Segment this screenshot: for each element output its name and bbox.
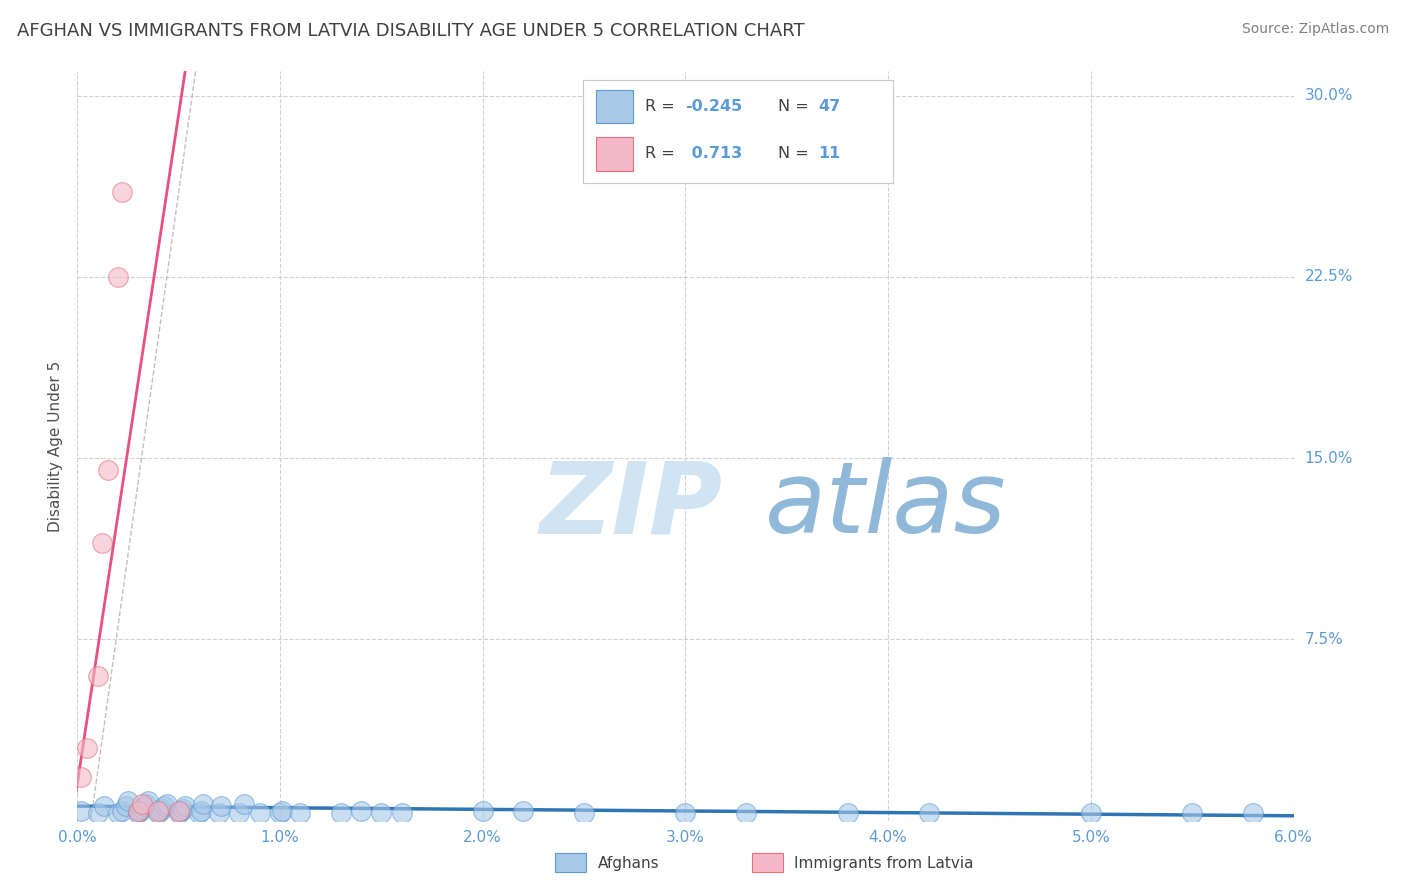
Point <box>471 804 494 818</box>
Point <box>76 741 98 756</box>
Point <box>70 804 93 818</box>
Point <box>209 799 232 814</box>
Point <box>129 804 152 818</box>
Point <box>370 806 392 821</box>
Point <box>86 668 108 682</box>
Point <box>155 797 177 811</box>
Text: 47: 47 <box>818 99 841 114</box>
Point <box>350 804 373 818</box>
Point <box>191 797 214 811</box>
Text: N =: N = <box>779 99 814 114</box>
Point <box>111 804 134 818</box>
Point <box>170 804 193 818</box>
Point <box>131 797 153 811</box>
Point <box>127 804 149 818</box>
Bar <box>596 136 633 170</box>
Point <box>1181 806 1204 821</box>
Point <box>97 463 120 477</box>
Point <box>70 770 93 784</box>
Point <box>117 794 139 808</box>
Bar <box>596 89 633 123</box>
Text: atlas: atlas <box>765 458 1007 555</box>
Point <box>675 806 697 821</box>
Point <box>735 806 758 821</box>
Point <box>173 799 195 814</box>
Point <box>167 804 190 818</box>
Point <box>271 804 294 818</box>
Text: Immigrants from Latvia: Immigrants from Latvia <box>794 856 974 871</box>
Text: 0.713: 0.713 <box>686 146 742 161</box>
Point <box>329 806 352 821</box>
Point <box>208 806 231 821</box>
Point <box>188 806 211 821</box>
Point <box>153 799 176 814</box>
Point <box>228 806 250 821</box>
Text: N =: N = <box>779 146 814 161</box>
Point <box>249 806 271 821</box>
Text: -0.245: -0.245 <box>686 99 742 114</box>
Text: 7.5%: 7.5% <box>1305 632 1343 647</box>
Y-axis label: Disability Age Under 5: Disability Age Under 5 <box>48 360 63 532</box>
Text: AFGHAN VS IMMIGRANTS FROM LATVIA DISABILITY AGE UNDER 5 CORRELATION CHART: AFGHAN VS IMMIGRANTS FROM LATVIA DISABIL… <box>17 22 804 40</box>
Point <box>148 806 170 821</box>
Point <box>172 801 194 815</box>
Point <box>134 799 156 814</box>
Point <box>93 799 115 814</box>
Point <box>115 799 138 814</box>
Point <box>107 269 129 284</box>
Text: 11: 11 <box>818 146 841 161</box>
Point <box>131 801 153 815</box>
Point <box>148 804 170 818</box>
Point <box>918 806 941 821</box>
Point <box>86 806 108 821</box>
Point <box>512 804 534 818</box>
Text: ZIP: ZIP <box>540 458 723 555</box>
Point <box>167 806 190 821</box>
Point <box>269 806 291 821</box>
Point <box>107 806 129 821</box>
Point <box>152 801 174 815</box>
Text: 30.0%: 30.0% <box>1305 88 1353 103</box>
Point <box>111 185 134 199</box>
Point <box>90 535 112 549</box>
Point <box>135 797 157 811</box>
Point <box>149 804 172 818</box>
Point <box>290 806 312 821</box>
Point <box>391 806 413 821</box>
Point <box>136 794 159 808</box>
Text: 15.0%: 15.0% <box>1305 450 1353 466</box>
Point <box>572 806 595 821</box>
Text: Afghans: Afghans <box>598 856 659 871</box>
Point <box>232 797 254 811</box>
Text: R =: R = <box>645 146 681 161</box>
Point <box>837 806 859 821</box>
Point <box>1241 806 1264 821</box>
Point <box>1080 806 1102 821</box>
Text: R =: R = <box>645 99 681 114</box>
Point <box>190 804 212 818</box>
Text: Source: ZipAtlas.com: Source: ZipAtlas.com <box>1241 22 1389 37</box>
Point <box>127 806 149 821</box>
Text: 22.5%: 22.5% <box>1305 269 1353 285</box>
